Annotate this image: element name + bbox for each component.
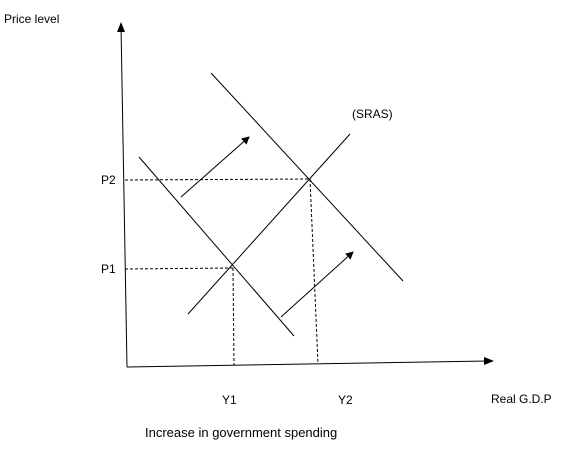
sras-label: (SRAS) — [352, 107, 393, 121]
y1-label: Y1 — [222, 393, 237, 407]
y-axis-arrowhead — [117, 22, 125, 32]
ad2-curve — [210, 72, 404, 282]
diagram-caption: Increase in government spending — [145, 425, 337, 440]
upper-shift-arrow — [180, 136, 250, 198]
x-axis-label: Real G.D.P — [491, 392, 552, 406]
p2-guide-line — [124, 178, 311, 181]
lower-shift-arrow — [280, 251, 354, 318]
y1-guide-line — [232, 267, 235, 366]
x-axis-arrowhead — [484, 357, 494, 365]
y2-guide-line — [309, 178, 319, 365]
sras-curve — [187, 133, 351, 315]
p2-label: P2 — [101, 173, 116, 187]
ad1-curve — [138, 156, 295, 337]
y2-label: Y2 — [338, 393, 353, 407]
p1-label: P1 — [101, 262, 116, 276]
x-axis — [126, 360, 489, 368]
y-axis-label: Price level — [4, 12, 59, 26]
y-axis — [120, 25, 128, 368]
p1-guide-line — [124, 267, 234, 270]
